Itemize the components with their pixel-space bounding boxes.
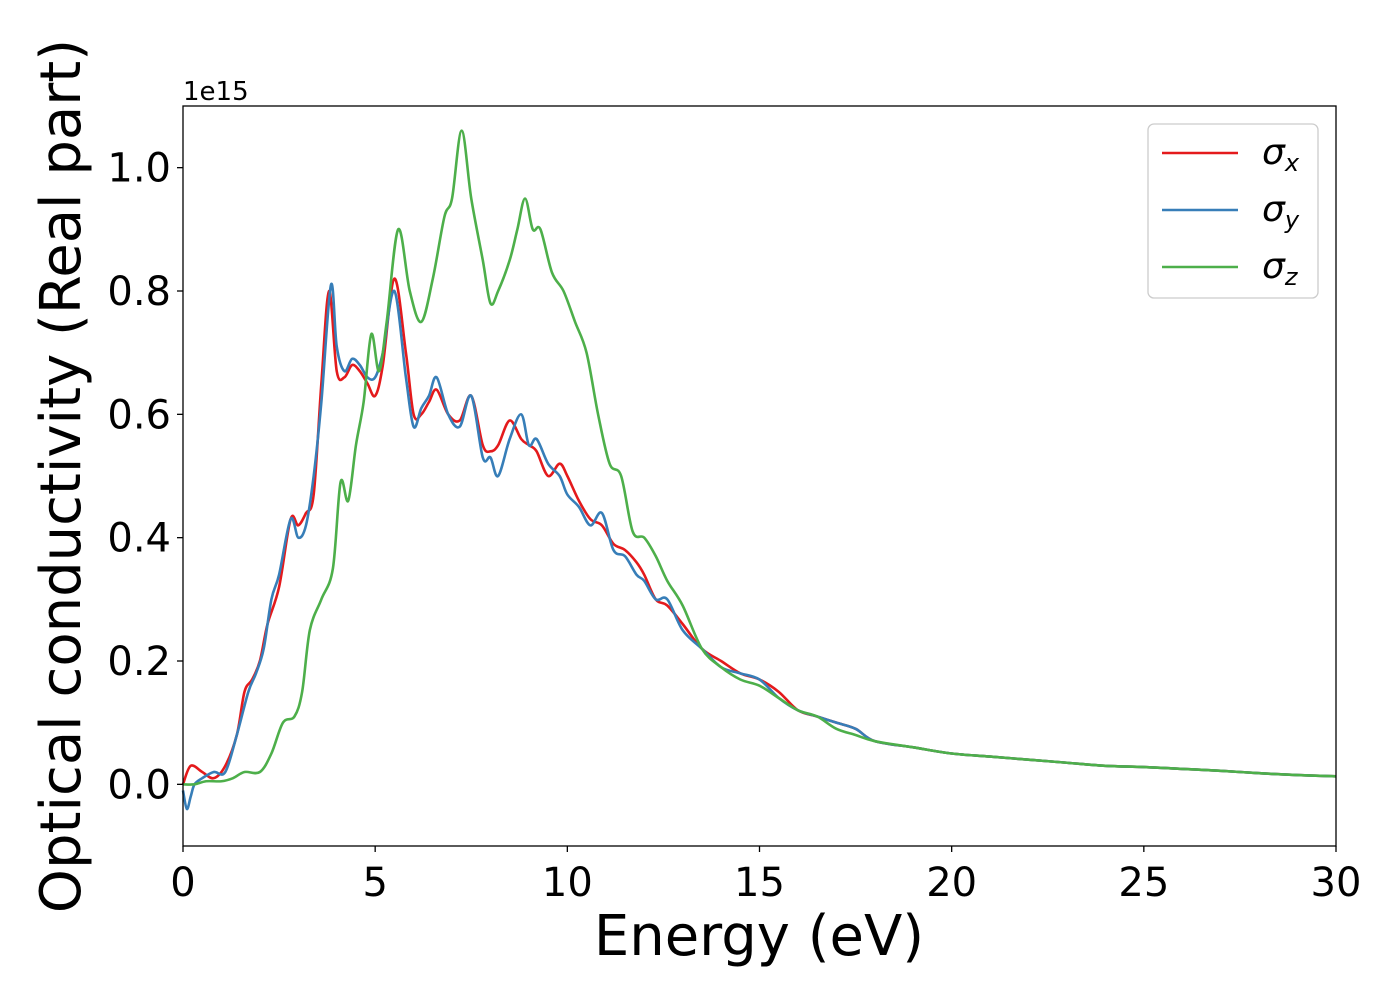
x-tick-label: 15	[734, 860, 785, 906]
y-offset-label: 1e15	[183, 77, 249, 107]
series-line-sigma-z	[182, 129, 1337, 786]
legend-label-sigma-x: σx	[1262, 132, 1300, 177]
legend-label-sigma-y: σy	[1262, 189, 1300, 234]
x-axis-ticks: 0 5 10 15 20 25 30	[170, 846, 1361, 906]
x-axis-title: Energy (eV)	[594, 904, 924, 969]
y-tick-label: 0.2	[107, 639, 171, 685]
series-line-sigma-x	[181, 277, 1337, 785]
y-axis-ticks: 0.0 0.2 0.4 0.6 0.8 1.0	[107, 146, 183, 808]
x-tick-label: 25	[1118, 860, 1169, 906]
x-tick-label: 30	[1311, 860, 1362, 906]
series-lines	[181, 129, 1337, 811]
series-line-sigma-y	[181, 282, 1337, 811]
legend-label-sigma-z: σz	[1262, 246, 1299, 291]
y-tick-label: 0.6	[107, 392, 171, 438]
y-tick-label: 0.4	[107, 516, 171, 562]
y-tick-label: 0.0	[107, 762, 171, 808]
x-tick-label: 5	[362, 860, 387, 906]
y-axis-title: Optical conductivity (Real part)	[29, 39, 94, 913]
y-tick-label: 0.8	[107, 269, 171, 315]
legend: σx σy σz	[1147, 123, 1319, 299]
x-tick-label: 10	[542, 860, 593, 906]
y-tick-label: 1.0	[107, 146, 171, 192]
x-tick-label: 20	[926, 860, 977, 906]
x-tick-label: 0	[170, 860, 195, 906]
